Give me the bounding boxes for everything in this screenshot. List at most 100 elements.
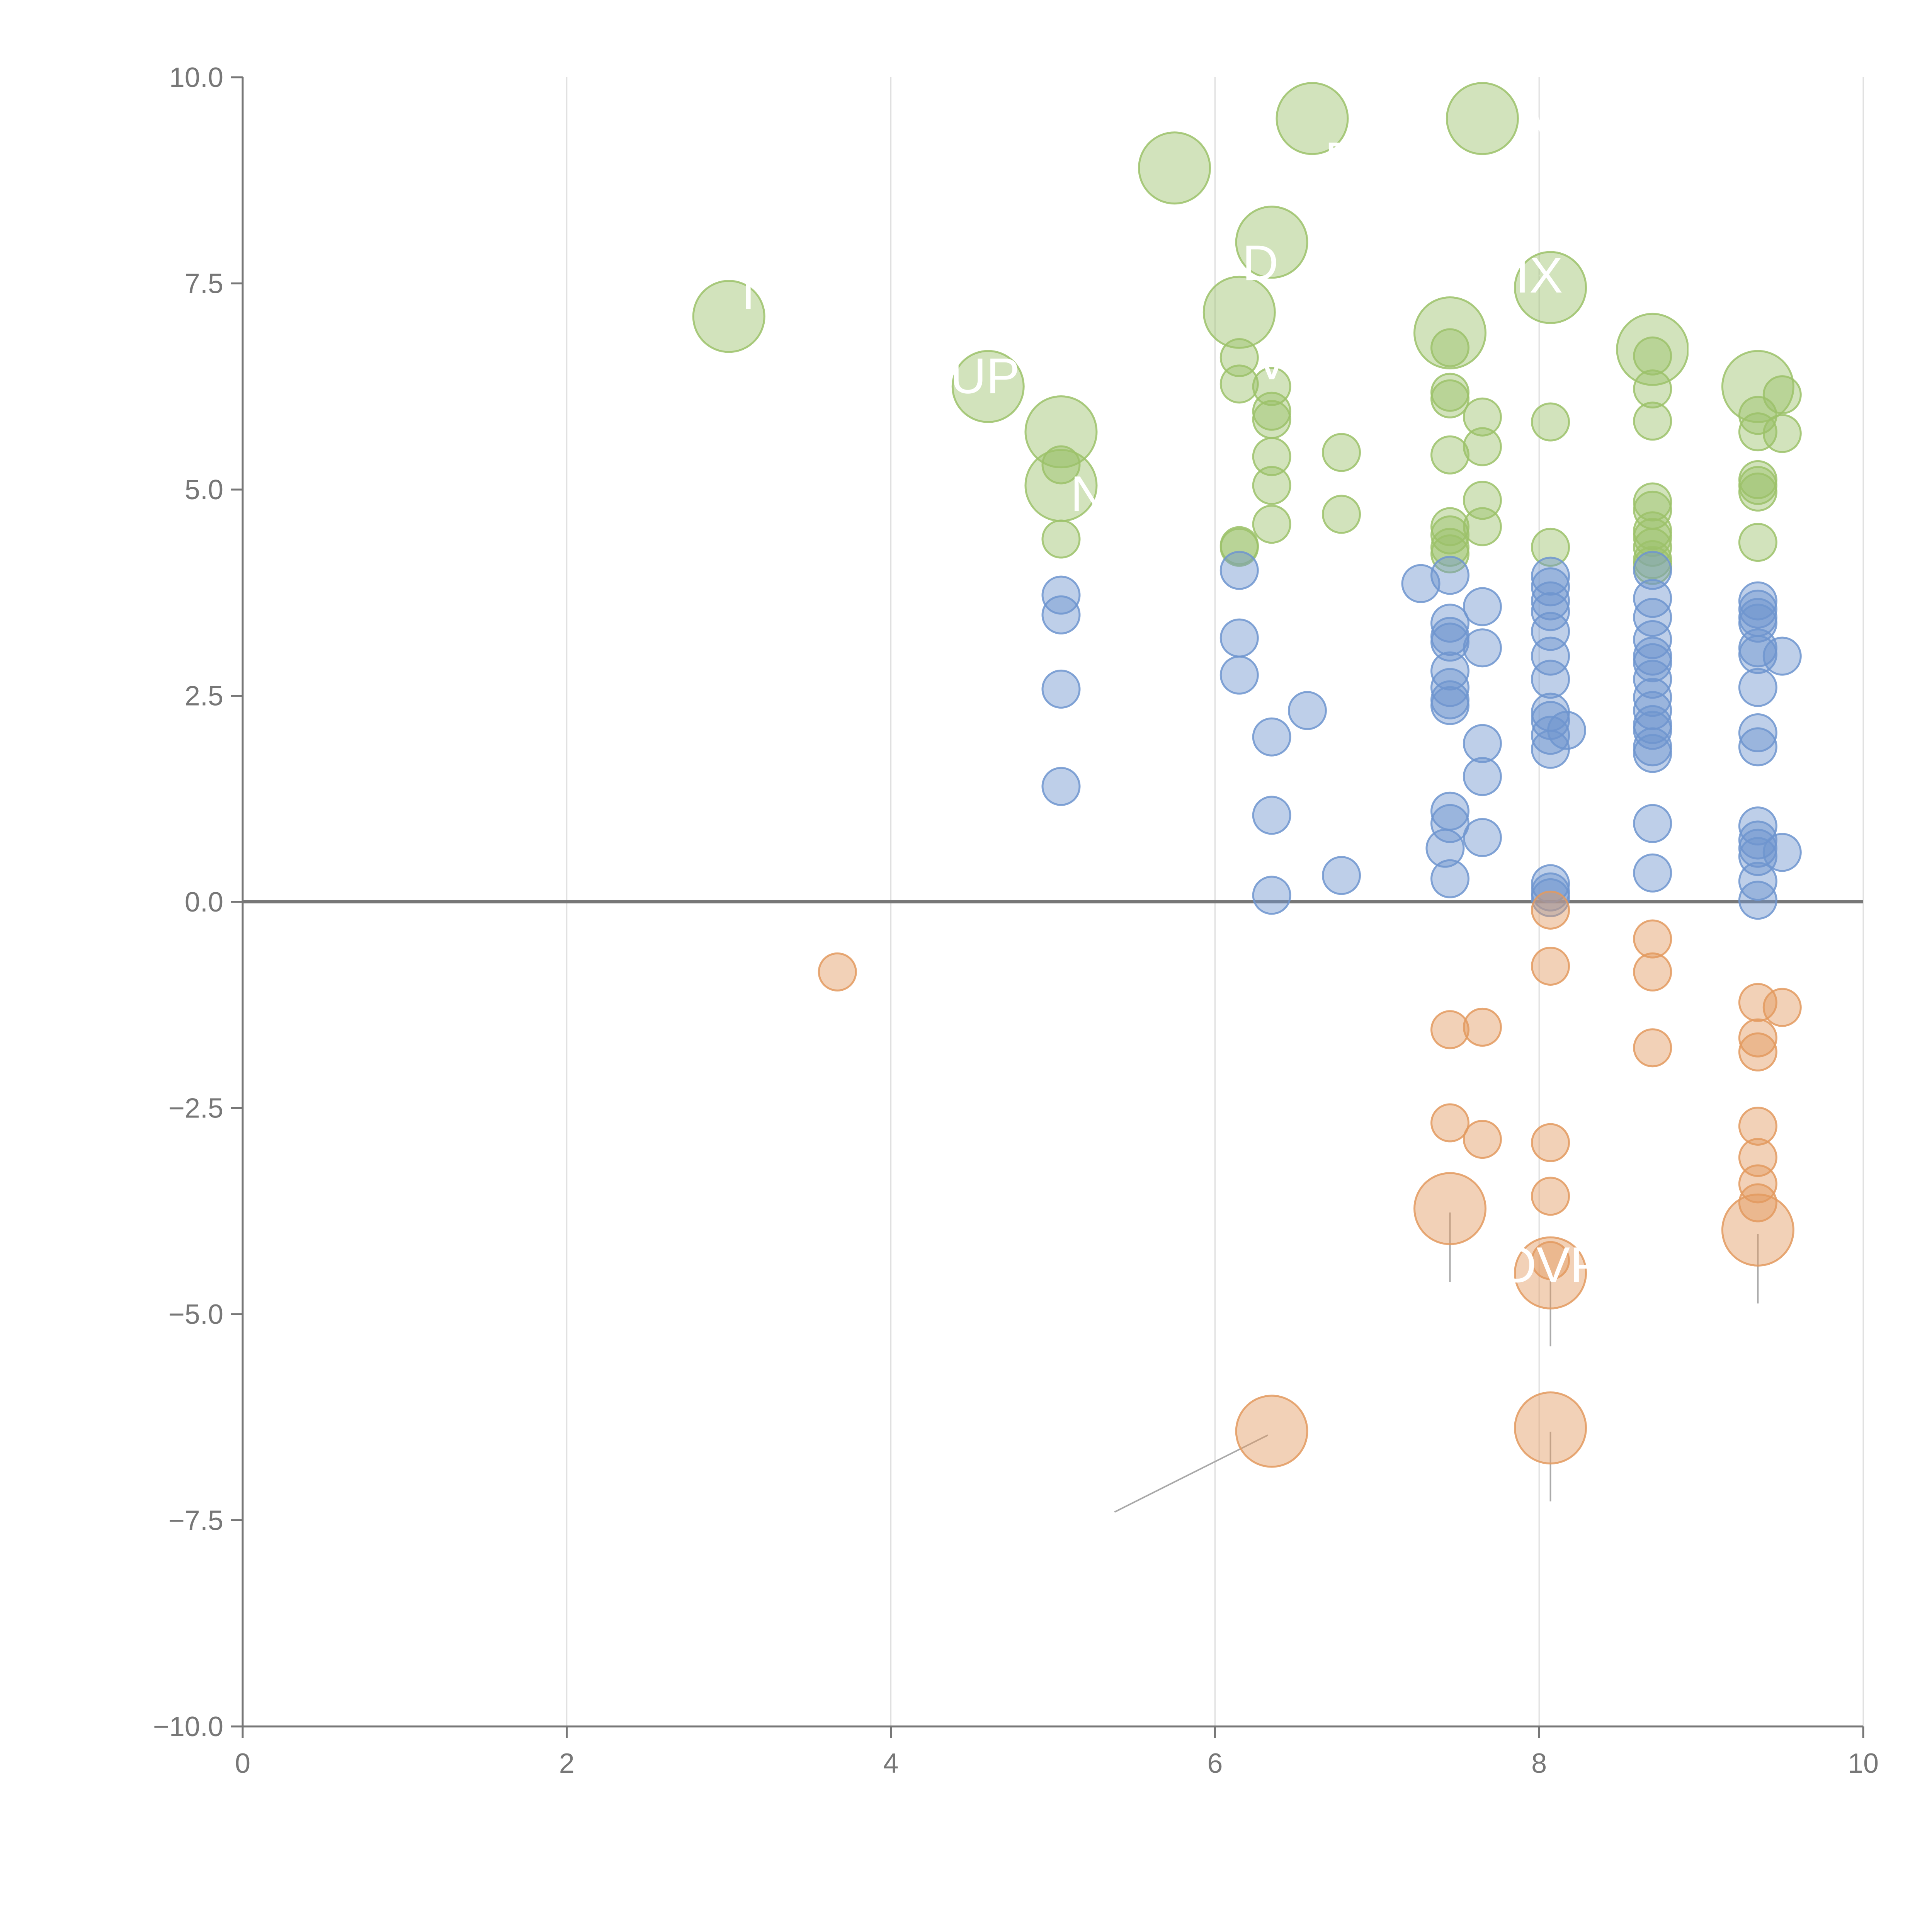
data-point [1252,400,1291,439]
data-point [1463,818,1502,857]
data-point [1430,534,1470,573]
data-point [1738,828,1777,868]
y-tick-label: −7.5 [168,1505,223,1536]
data-point [1762,636,1802,676]
bubble-label: E [1325,131,1358,188]
data-point [1425,828,1465,868]
data-point [1633,734,1672,773]
data-point [1463,507,1502,546]
data-point [1401,564,1440,603]
data-point [1430,1010,1470,1049]
label-leader-line [1498,117,1531,124]
data-point [1531,527,1570,567]
data-point [1219,655,1259,695]
data-point [1463,757,1502,796]
data-point [1041,767,1081,806]
bubble-label: A [1514,94,1548,151]
x-tick-label: 2 [559,1748,575,1779]
axes: 10.0 7.5 5.0 2.5 0.0 −2.5 −5.0 −7.5 −10.0 0 2 4 6 8 10 [153,62,1879,1779]
data-point [1430,622,1470,662]
data-point [1633,853,1672,893]
large-data-point [1616,313,1689,386]
leader-lines [747,117,1759,1513]
label-leader-line [1665,347,1702,359]
data-point [1738,881,1777,920]
large-data-point [951,350,1025,423]
data-point [1041,669,1081,709]
data-point [1633,336,1672,376]
data-point [1762,414,1802,453]
bubble-label: UP [950,348,1020,404]
label-leader-line [1539,274,1551,284]
x-tick-label: 6 [1207,1748,1223,1779]
data-point [1633,711,1672,750]
y-tick-label: −5.0 [168,1299,223,1330]
large-data-point [1446,82,1519,155]
data-point [1430,1103,1470,1143]
data-point [1633,643,1672,682]
data-point [1430,859,1470,898]
y-tick-label: 0.0 [185,887,223,918]
data-point [1531,636,1570,676]
data-point [1041,445,1081,485]
data-point [1252,505,1291,544]
data-point [1430,686,1470,725]
large-data-point [1514,251,1587,324]
data-point [1531,890,1570,930]
data-point [1252,876,1291,915]
data-point [1531,592,1570,631]
y-tick-label: 7.5 [185,269,223,299]
data-point [1219,527,1259,567]
large-data-point [1514,1391,1587,1464]
bubble-label: E [1684,330,1718,386]
y-tick-label: −2.5 [168,1093,223,1124]
data-point [1738,581,1777,621]
data-point [1531,581,1570,621]
data-point [1762,833,1802,872]
bubble-label: I [741,264,755,320]
data-point [1738,713,1777,753]
data-point [1738,589,1777,629]
data-point [1738,983,1777,1022]
data-point [1633,551,1672,590]
data-point [1430,379,1470,418]
data-point [1738,806,1777,846]
data-point [1531,716,1570,755]
data-points [692,82,1802,1468]
data-point [1633,678,1672,717]
data-point [1633,1028,1672,1068]
large-data-point [1721,1193,1794,1267]
data-point [1463,1007,1502,1047]
data-point [1430,328,1470,367]
data-point [1430,651,1470,690]
large-data-point [1202,276,1276,349]
data-point [1322,856,1361,895]
data-point [1322,433,1361,472]
large-data-point [1721,350,1794,423]
data-point [1463,587,1502,626]
data-point [1738,1183,1777,1223]
large-data-point [1024,449,1098,522]
data-point [1738,820,1777,860]
data-point [1738,472,1777,512]
data-point [1430,507,1470,546]
data-point [1463,397,1502,437]
data-point [1463,1120,1502,1159]
bubble-label: D [1242,235,1279,291]
data-point [1738,1032,1777,1071]
large-data-point [1514,1236,1587,1310]
data-point [1633,598,1672,637]
large-data-point [1024,395,1098,469]
data-point [818,952,857,992]
data-point [1531,878,1570,917]
leader-line [1114,1434,1269,1513]
data-point [1430,804,1470,843]
data-point [1633,804,1672,843]
x-tick-label: 8 [1531,1748,1547,1779]
data-point [1738,523,1777,562]
data-point [1252,466,1291,505]
data-point [1633,369,1672,409]
y-tick-label: 2.5 [185,681,223,712]
